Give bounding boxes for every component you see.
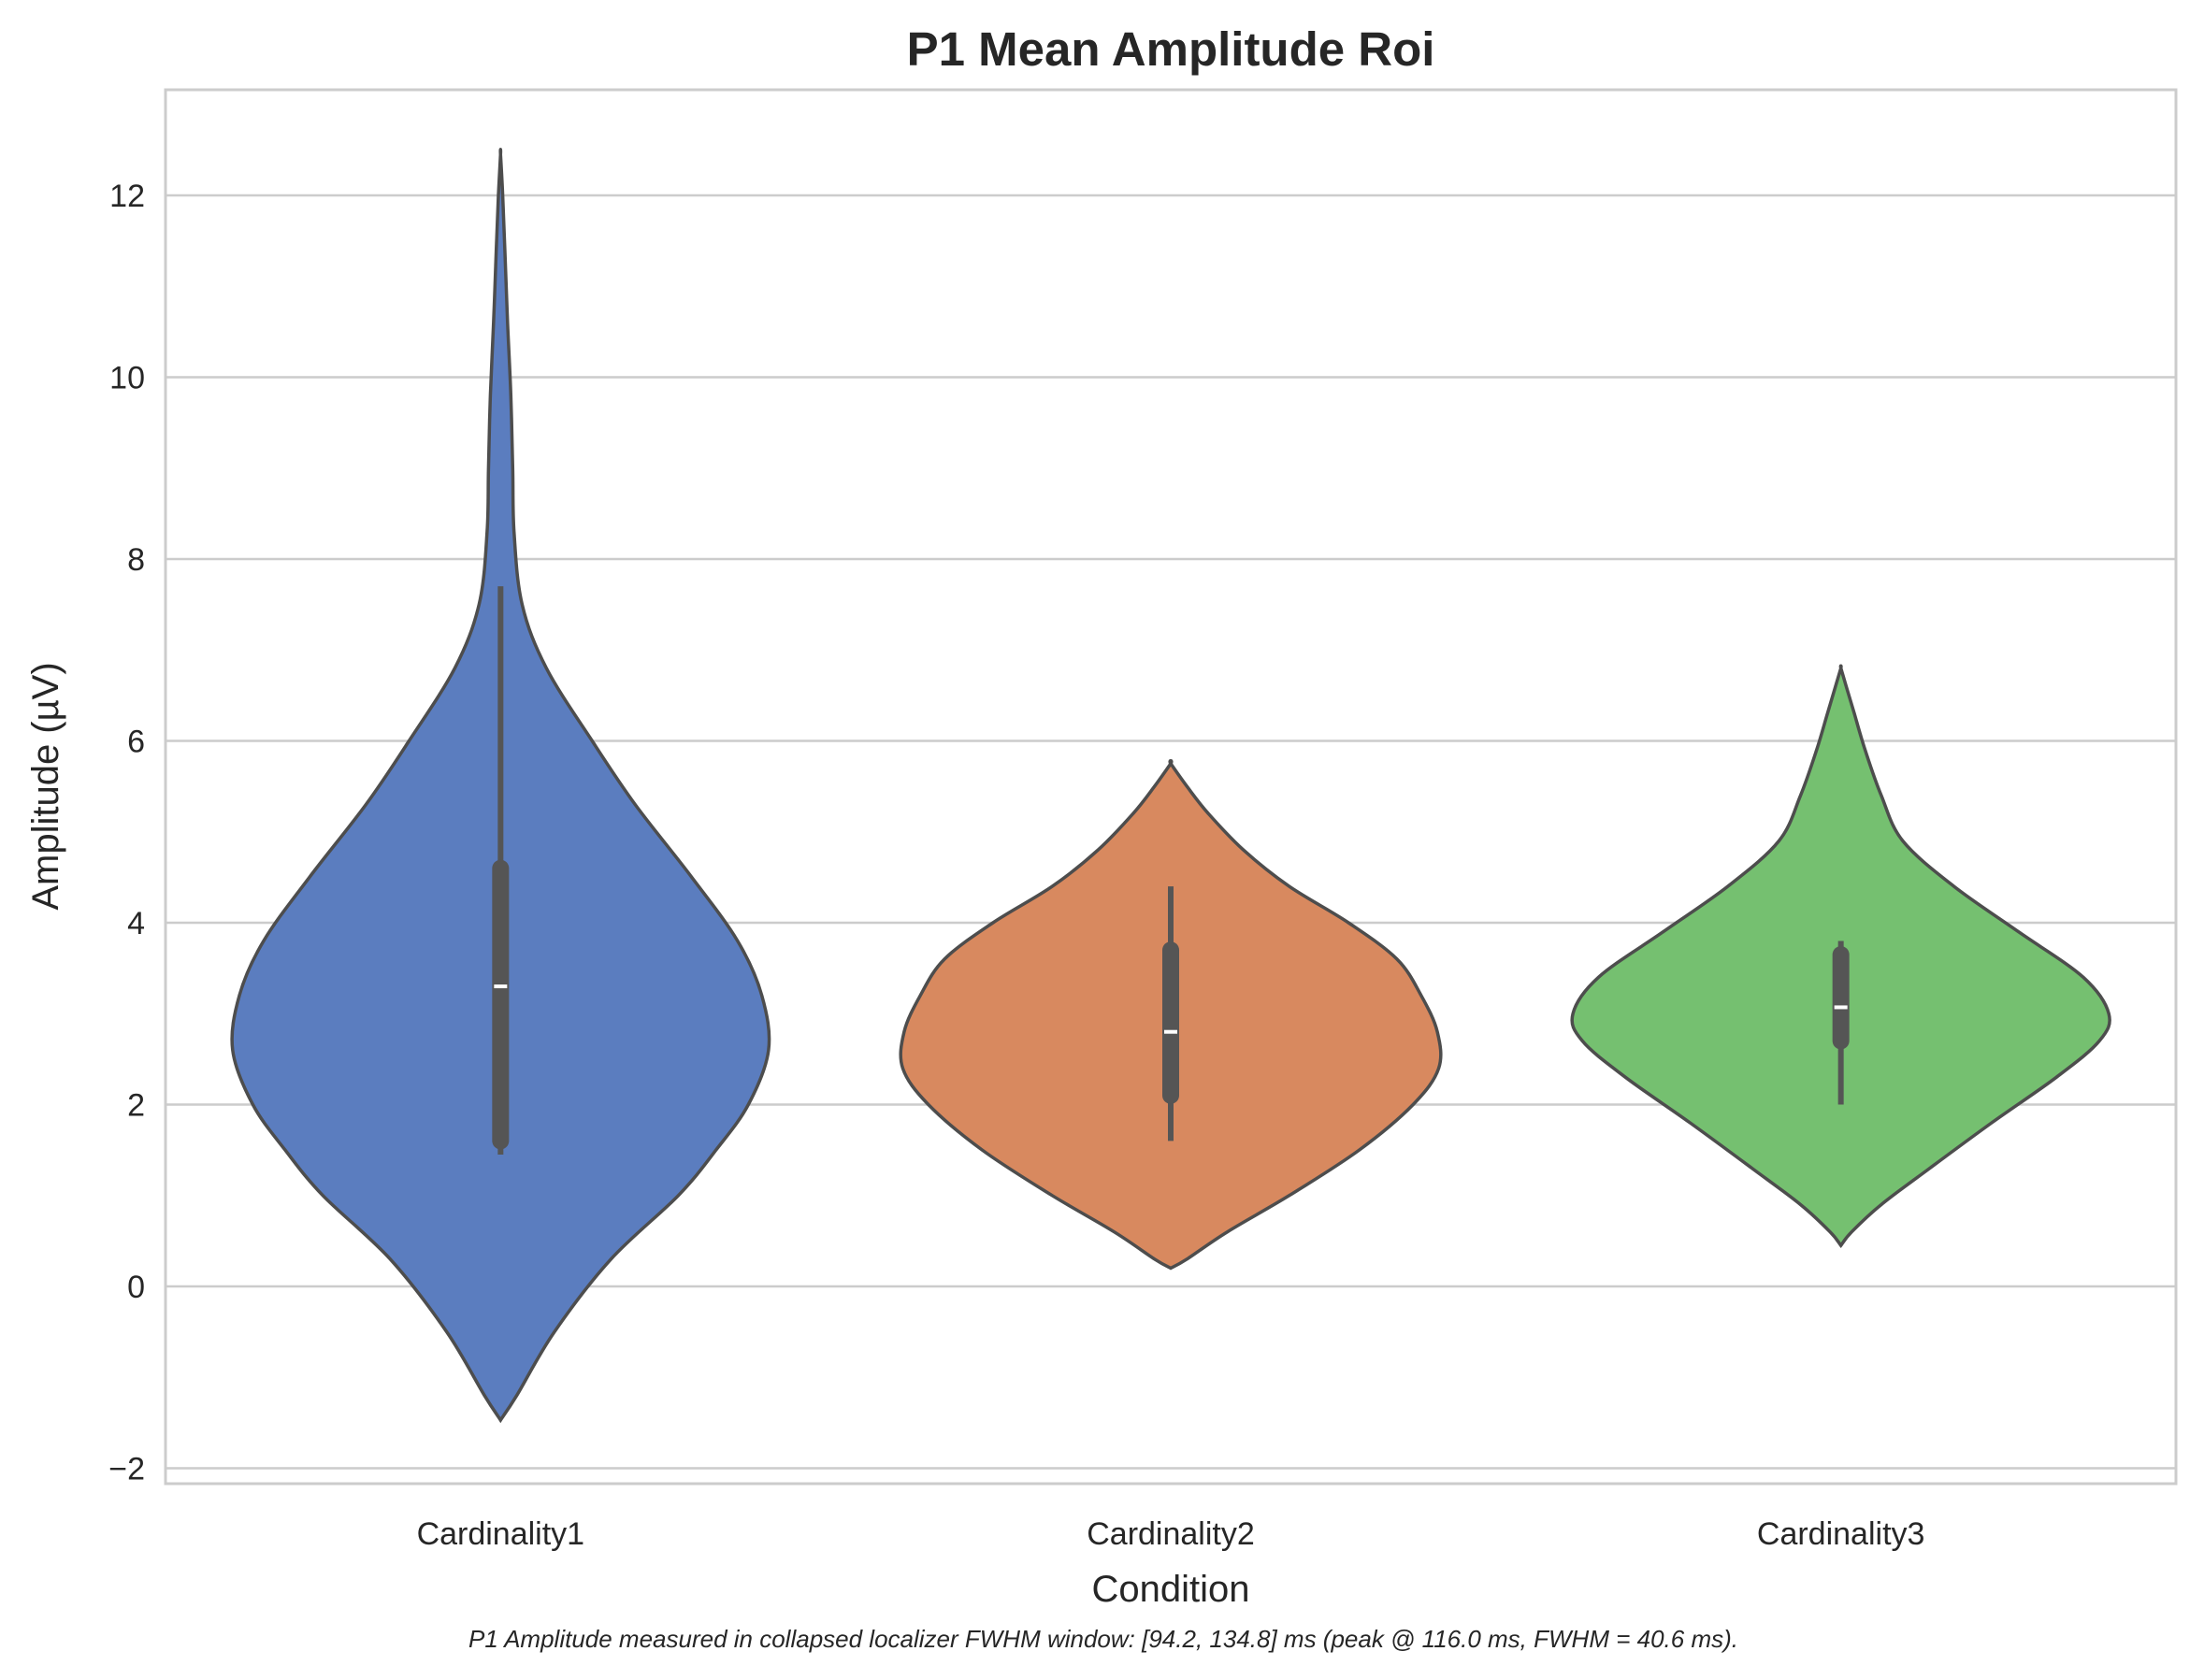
x-axis-label: Condition (1091, 1569, 1249, 1610)
x-tick-label: Cardinality2 (1087, 1516, 1255, 1552)
x-tick-label: Cardinality3 (1757, 1516, 1925, 1552)
y-tick-labels: −2 0 2 4 6 8 10 12 (108, 179, 145, 1487)
plot-frame (164, 88, 2178, 1486)
y-tick-label: 2 (127, 1088, 145, 1124)
y-tick-label: 12 (109, 179, 145, 214)
y-tick-label: 6 (127, 725, 145, 760)
x-tick-labels: Cardinality1 Cardinality2 Cardinality3 (417, 1516, 1925, 1552)
y-tick-label: 4 (127, 906, 145, 941)
violins (230, 147, 2111, 1424)
x-tick-label: Cardinality1 (417, 1516, 585, 1552)
y-tick-label: −2 (108, 1452, 145, 1487)
y-tick-label: 10 (109, 361, 145, 396)
y-tick-label: 0 (127, 1270, 145, 1305)
y-axis-label: Amplitude (µV) (25, 662, 66, 910)
y-tick-label: 8 (127, 542, 145, 578)
chart-caption: P1 Amplitude measured in collapsed local… (468, 1625, 1738, 1653)
chart-title: P1 Mean Amplitude Roi (907, 22, 1435, 76)
